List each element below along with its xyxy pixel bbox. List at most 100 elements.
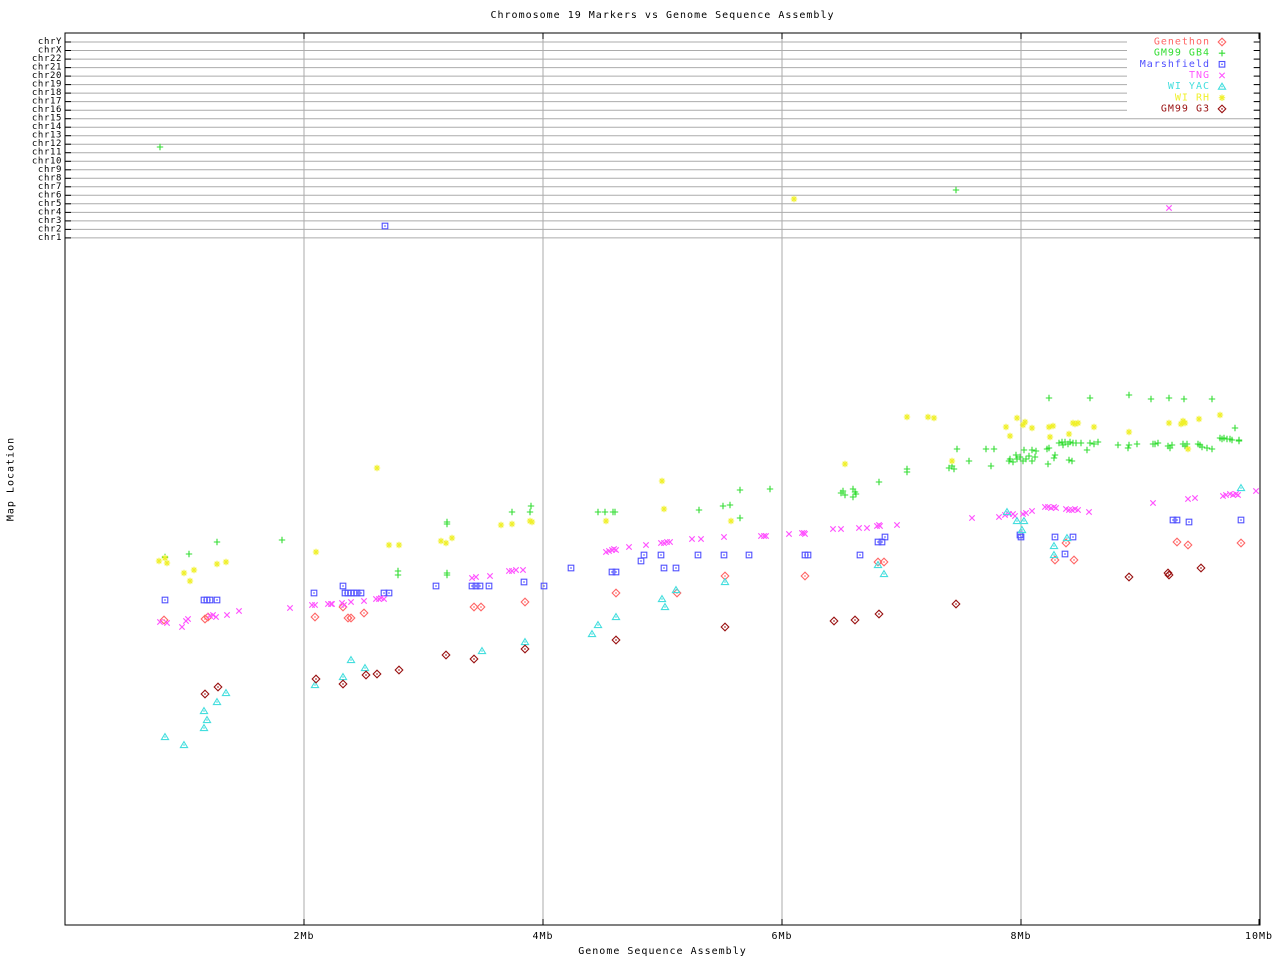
data-point-tng bbox=[642, 541, 650, 549]
plot-border bbox=[64, 32, 1261, 926]
data-point-tng bbox=[472, 573, 480, 581]
data-point-wi_rh bbox=[1184, 445, 1192, 453]
marker-dot bbox=[480, 606, 482, 608]
data-point-wi_rh bbox=[312, 548, 320, 556]
marker-triangle bbox=[611, 612, 621, 621]
marker-triangle bbox=[212, 697, 222, 706]
data-point-gm99_gb4 bbox=[1051, 451, 1059, 459]
marker-dot bbox=[1006, 511, 1008, 513]
data-point-tng bbox=[762, 532, 770, 540]
y-tick-label-chr18: chr18 bbox=[32, 88, 62, 98]
marker-dot bbox=[1176, 519, 1178, 521]
marker-square bbox=[1173, 516, 1181, 524]
data-point-marshfield bbox=[1237, 516, 1245, 524]
data-point-gm99_g3 bbox=[372, 669, 382, 679]
series-tng bbox=[156, 204, 1260, 631]
marker-dot bbox=[350, 659, 352, 661]
marker-diamond bbox=[879, 557, 889, 567]
data-point-tng bbox=[508, 567, 516, 575]
marker-cross bbox=[612, 546, 620, 554]
marker-dot bbox=[1167, 572, 1169, 574]
x-tick-label: 4Mb bbox=[532, 931, 553, 942]
data-point-wi_yac bbox=[1012, 516, 1022, 525]
marker-diamond bbox=[1172, 537, 1182, 547]
marker-cross bbox=[762, 532, 770, 540]
marker-dot bbox=[1053, 545, 1055, 547]
marker-dot bbox=[615, 571, 617, 573]
data-point-marshfield bbox=[161, 596, 169, 604]
marker-diamond bbox=[720, 622, 730, 632]
marker-dot bbox=[183, 744, 185, 746]
marker-cross bbox=[163, 619, 171, 627]
marker-dot bbox=[723, 554, 725, 556]
data-point-wi_yac bbox=[1236, 483, 1246, 492]
marker-dot bbox=[1221, 85, 1223, 88]
marker-cross bbox=[286, 604, 294, 612]
marker-cross bbox=[486, 572, 494, 580]
data-point-wi_yac bbox=[593, 620, 603, 629]
data-point-wi_rh bbox=[186, 577, 194, 585]
data-point-gm99_gb4 bbox=[1009, 458, 1017, 466]
marker-dot bbox=[524, 648, 526, 650]
marker-dot bbox=[383, 592, 385, 594]
marker-diamond bbox=[469, 602, 479, 612]
data-point-genethon bbox=[1061, 538, 1071, 548]
marker-plus bbox=[1016, 453, 1024, 461]
marker-diamond bbox=[394, 665, 404, 675]
y-tick-label-chr17: chr17 bbox=[32, 97, 62, 107]
series-genethon bbox=[159, 537, 1246, 625]
data-point-marshfield bbox=[874, 538, 882, 546]
marker-dot bbox=[364, 667, 366, 669]
marker-plus bbox=[1198, 443, 1206, 451]
data-point-tng bbox=[876, 522, 884, 530]
data-point-marshfield bbox=[720, 551, 728, 559]
marker-diamond bbox=[611, 635, 621, 645]
data-point-marshfield bbox=[485, 582, 493, 590]
marker-cross bbox=[380, 595, 388, 603]
marker-diamond bbox=[1236, 538, 1246, 548]
marker-square bbox=[485, 582, 493, 590]
marker-cross bbox=[178, 623, 186, 631]
data-point-gm99_gb4 bbox=[1114, 441, 1122, 449]
data-point-tng bbox=[212, 613, 220, 621]
data-point-tng bbox=[1052, 504, 1060, 512]
data-point-wi_yac bbox=[1019, 516, 1029, 525]
data-point-tng bbox=[223, 611, 231, 619]
marker-plus bbox=[527, 502, 535, 510]
data-point-gm99_g3 bbox=[874, 609, 884, 619]
data-point-wi_yac bbox=[720, 577, 730, 586]
data-point-gm99_gb4 bbox=[950, 465, 958, 473]
marker-square bbox=[1061, 550, 1069, 558]
data-point-wi_yac bbox=[221, 688, 231, 697]
marker-dot bbox=[877, 564, 879, 566]
marker-cross bbox=[184, 615, 192, 623]
data-point-genethon bbox=[1069, 555, 1079, 565]
series-gm99_g3 bbox=[200, 563, 1206, 699]
marker-dot bbox=[363, 612, 365, 614]
data-point-genethon bbox=[159, 615, 169, 625]
marker-star bbox=[1021, 418, 1029, 426]
marker-star bbox=[190, 566, 198, 574]
marker-cross bbox=[829, 525, 837, 533]
marker-square bbox=[660, 564, 668, 572]
data-point-gm99_g3 bbox=[394, 665, 404, 675]
data-point-gm99_gb4 bbox=[1025, 452, 1033, 460]
data-point-gm99_gb4 bbox=[1012, 451, 1020, 459]
marker-square bbox=[213, 596, 221, 604]
data-point-gm99_gb4 bbox=[839, 487, 847, 495]
marker-dot bbox=[591, 633, 593, 635]
marker-dot bbox=[435, 585, 437, 587]
marker-cross bbox=[1085, 508, 1093, 516]
data-point-gm99_gb4 bbox=[1198, 443, 1206, 451]
marker-dot bbox=[1187, 544, 1189, 546]
marker-diamond bbox=[1050, 555, 1060, 565]
marker-plus bbox=[1125, 391, 1133, 399]
data-point-wi_yac bbox=[587, 629, 597, 638]
data-point-tng bbox=[612, 546, 620, 554]
marker-diamond bbox=[361, 670, 371, 680]
data-point-wi_yac bbox=[338, 672, 348, 681]
marker-cross bbox=[1149, 499, 1157, 507]
marker-plus bbox=[1094, 438, 1102, 446]
marker-star bbox=[385, 541, 393, 549]
marker-square bbox=[1017, 533, 1025, 541]
